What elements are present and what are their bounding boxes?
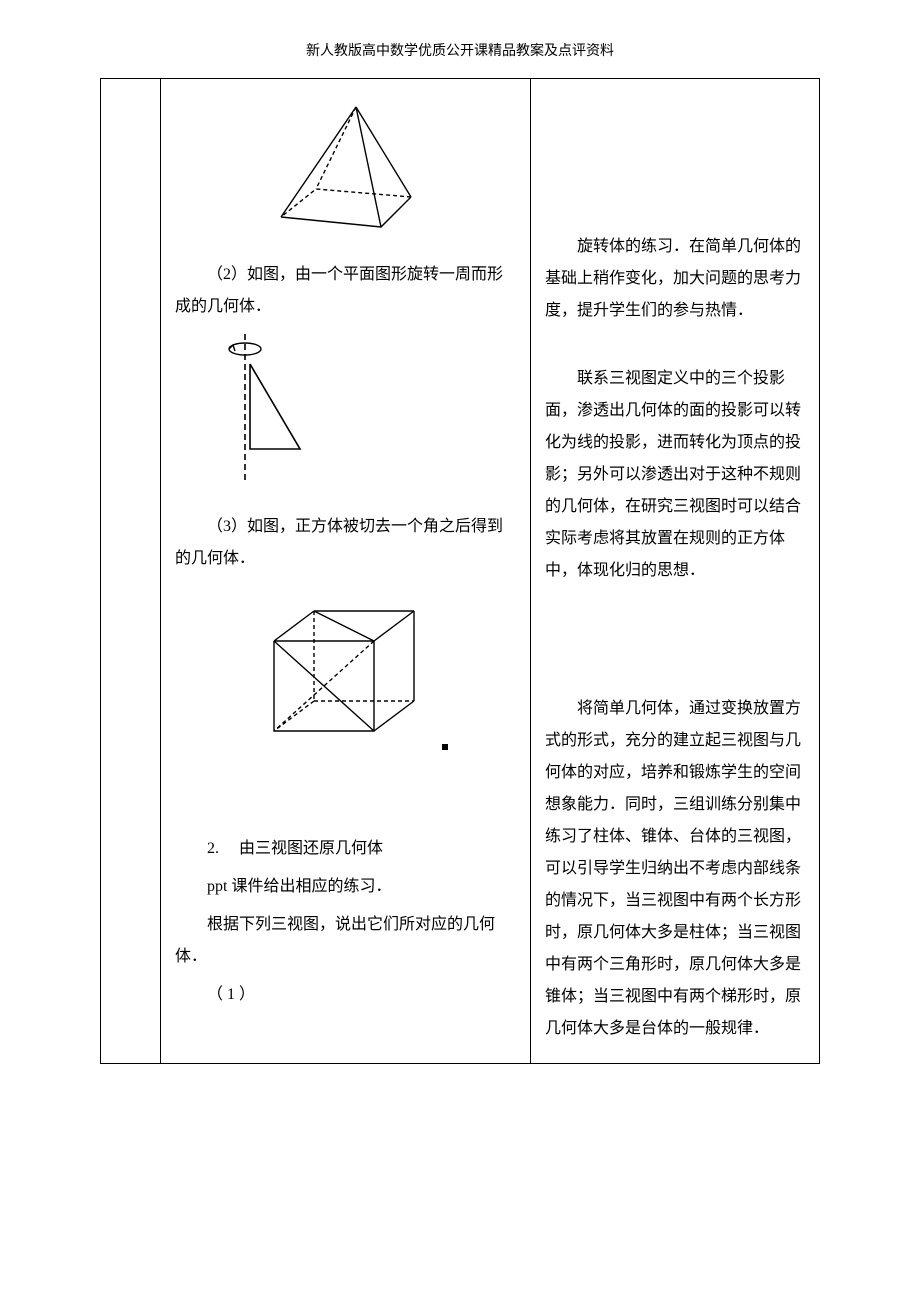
col-intent: 旋转体的练习．在简单几何体的基础上稍作变化，加大问题的思考力度，提升学生们的参与… [531, 79, 820, 1064]
marker-square [442, 744, 448, 750]
right-p2: 联系三视图定义中的三个投影面，渗透出几何体的面的投影可以转化为线的投影，进而转化… [545, 363, 805, 587]
text-p2-intro: （2）如图，由一个平面图形旋转一周而形成的几何体． [175, 259, 516, 323]
figure-pyramid [175, 97, 516, 249]
page-header: 新人教版高中数学优质公开课精品教案及点评资料 [100, 40, 820, 60]
content-table: （2）如图，由一个平面图形旋转一周而形成的几何体． （3）如图，正方体被切去一个… [100, 78, 820, 1064]
figure-cutcube [175, 581, 516, 763]
sec2-item1: （ 1 ） [175, 979, 516, 1011]
right-p1: 旋转体的练习．在简单几何体的基础上稍作变化，加大问题的思考力度，提升学生们的参与… [545, 231, 805, 327]
right-p3: 将简单几何体，通过变换放置方式的形式，充分的建立起三视图与几何体的对应，培养和锻… [545, 693, 805, 1045]
figure-rotation [215, 329, 516, 501]
text-p3-intro: （3）如图，正方体被切去一个角之后得到的几何体． [175, 511, 516, 575]
sec2-line2: 根据下列三视图，说出它们所对应的几何体． [175, 909, 516, 973]
col-activity: （2）如图，由一个平面图形旋转一周而形成的几何体． （3）如图，正方体被切去一个… [161, 79, 531, 1064]
col-stage [101, 79, 161, 1064]
sec2-title: 2. 由三视图还原几何体 [175, 833, 516, 865]
sec2-line1: ppt 课件给出相应的练习． [175, 871, 516, 903]
